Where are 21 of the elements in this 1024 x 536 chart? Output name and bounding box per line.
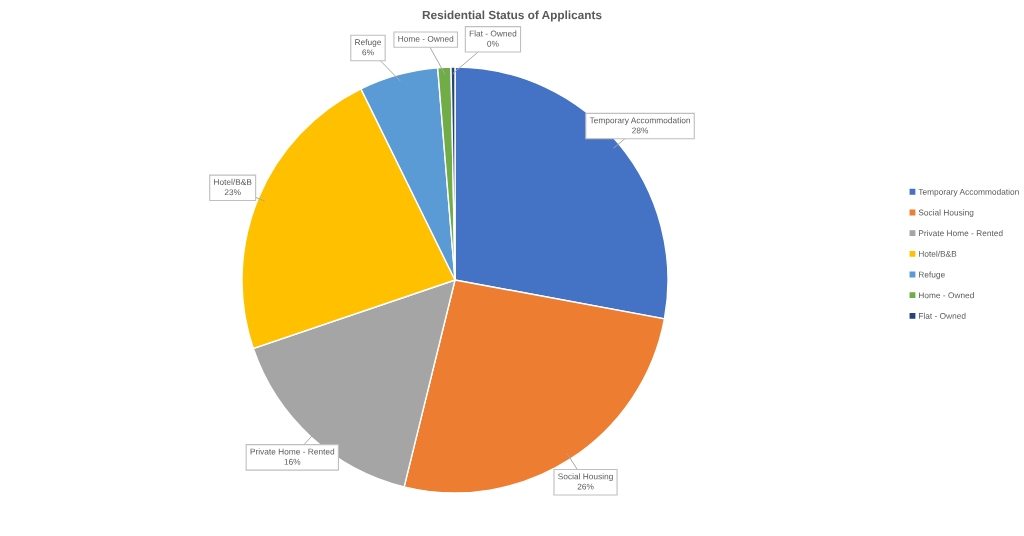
data-label: 28% — [632, 127, 649, 134]
slice-label: Private Home - Rented — [250, 448, 335, 455]
slice-label: Social Housing — [558, 473, 613, 482]
slice-label: Flat - Owned — [469, 30, 517, 37]
legend-label: Flat - Owned — [918, 312, 966, 319]
legend-label: Refuge — [918, 271, 945, 280]
data-label: 6% — [362, 49, 374, 56]
data-label: 23% — [224, 189, 241, 196]
legend-label: Social Housing — [918, 209, 974, 218]
chart-title: Residential Status of Applicants — [422, 10, 602, 22]
data-label: 16% — [284, 458, 301, 465]
slice-label: Temporary Accommodation — [589, 117, 690, 125]
slice-label: Refuge — [355, 39, 382, 47]
slice-label: Hotel/B&B — [214, 178, 252, 185]
data-label: 26% — [577, 483, 594, 490]
legend-label: Temporary Accommodation — [918, 188, 1019, 197]
legend-label: Home - Owned — [918, 292, 974, 299]
data-label: 0% — [487, 40, 499, 47]
slice-label: Home - Owned — [398, 35, 454, 42]
legend-label: Private Home - Rented — [918, 230, 1003, 237]
legend-label: Hotel/B&B — [918, 250, 957, 257]
